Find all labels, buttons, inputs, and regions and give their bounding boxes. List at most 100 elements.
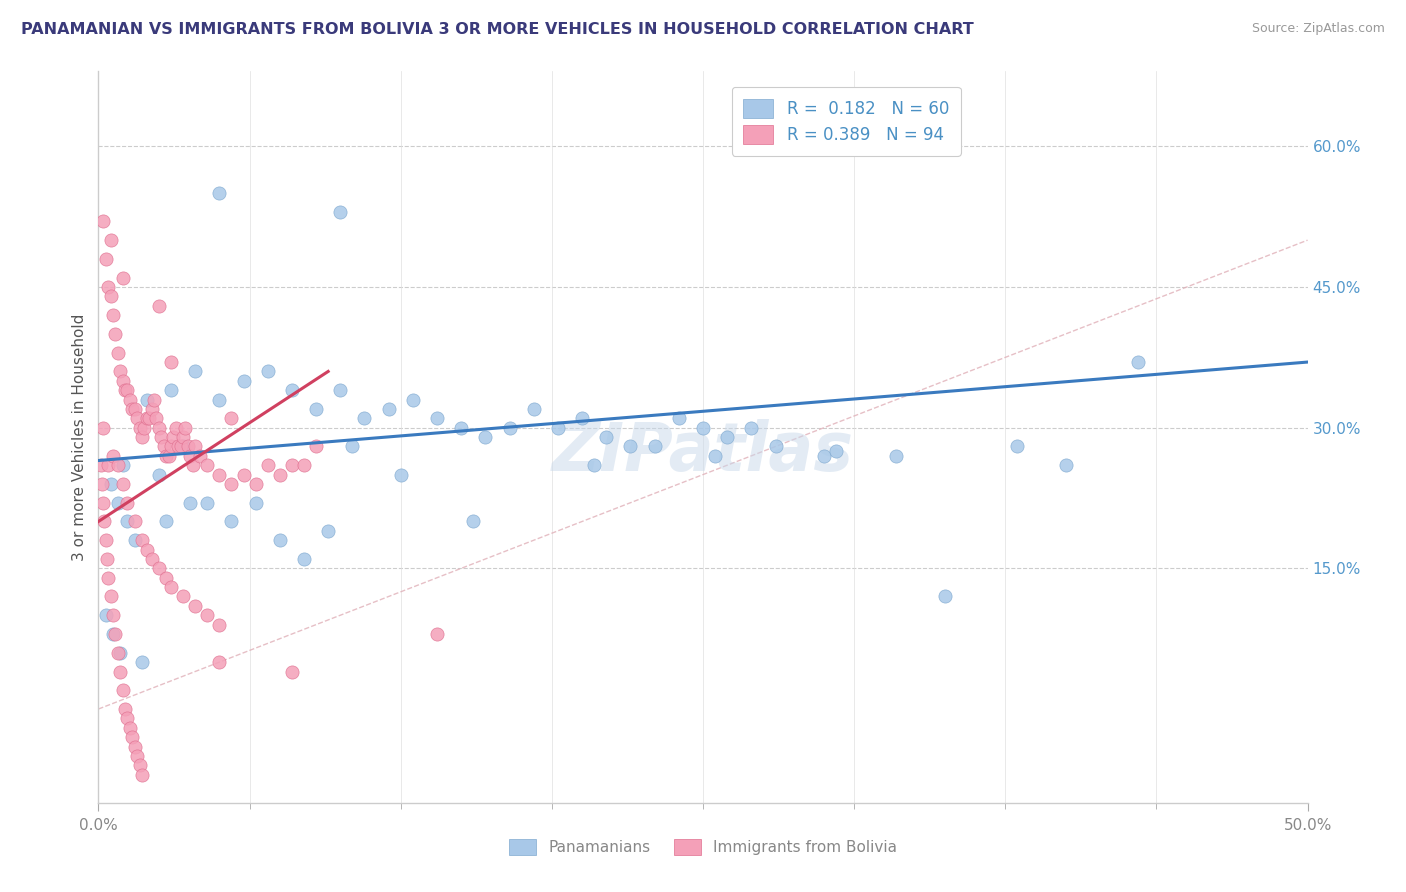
Point: [316, 524, 339, 538]
Point: [138, 411, 160, 425]
Point: [121, 401, 143, 416]
Point: [221, 515, 243, 529]
Point: [644, 440, 666, 454]
Legend: Panamanians, Immigrants from Bolivia: Panamanians, Immigrants from Bolivia: [503, 833, 903, 861]
Point: [208, 655, 231, 669]
Point: [94, 608, 117, 623]
Point: [292, 458, 315, 473]
Point: [131, 767, 153, 781]
Point: [305, 440, 328, 454]
Point: [305, 401, 328, 416]
Point: [668, 411, 690, 425]
Point: [100, 477, 122, 491]
Point: [245, 496, 267, 510]
Point: [474, 430, 496, 444]
Point: [93, 515, 115, 529]
Point: [160, 580, 183, 594]
Text: Source: ZipAtlas.com: Source: ZipAtlas.com: [1251, 22, 1385, 36]
Point: [150, 430, 173, 444]
Point: [124, 401, 146, 416]
Point: [934, 590, 956, 604]
Point: [128, 758, 150, 772]
Point: [104, 326, 127, 341]
Point: [181, 458, 204, 473]
Point: [179, 449, 201, 463]
Point: [498, 420, 520, 434]
Point: [329, 383, 352, 397]
Point: [256, 458, 278, 473]
Point: [426, 411, 449, 425]
Point: [281, 383, 304, 397]
Point: [108, 665, 131, 679]
Point: [117, 383, 139, 397]
Point: [389, 467, 412, 482]
Point: [131, 655, 153, 669]
Point: [97, 571, 120, 585]
Point: [121, 730, 143, 744]
Point: [160, 383, 183, 397]
Point: [174, 420, 197, 434]
Point: [101, 449, 124, 463]
Point: [184, 440, 207, 454]
Point: [281, 458, 304, 473]
Point: [114, 383, 136, 397]
Point: [100, 233, 122, 247]
Point: [281, 665, 304, 679]
Point: [195, 496, 218, 510]
Point: [165, 420, 187, 434]
Point: [135, 392, 157, 407]
Point: [813, 449, 835, 463]
Point: [117, 496, 139, 510]
Point: [583, 458, 606, 473]
Point: [704, 449, 727, 463]
Point: [134, 420, 156, 434]
Point: [131, 533, 153, 548]
Point: [118, 721, 141, 735]
Point: [188, 449, 211, 463]
Point: [402, 392, 425, 407]
Point: [269, 467, 291, 482]
Point: [195, 458, 218, 473]
Point: [107, 646, 129, 660]
Point: [97, 458, 120, 473]
Point: [148, 561, 170, 575]
Point: [91, 496, 114, 510]
Point: [101, 627, 124, 641]
Point: [107, 496, 129, 510]
Point: [131, 430, 153, 444]
Point: [111, 374, 134, 388]
Point: [143, 392, 166, 407]
Point: [101, 308, 124, 322]
Point: [155, 515, 177, 529]
Point: [177, 440, 200, 454]
Point: [221, 477, 243, 491]
Point: [104, 627, 127, 641]
Point: [127, 411, 149, 425]
Point: [619, 440, 641, 454]
Point: [208, 467, 231, 482]
Point: [232, 467, 254, 482]
Point: [145, 411, 167, 425]
Point: [463, 515, 485, 529]
Point: [157, 449, 180, 463]
Point: [256, 364, 278, 378]
Point: [1054, 458, 1077, 473]
Point: [155, 571, 177, 585]
Point: [886, 449, 908, 463]
Point: [184, 599, 207, 613]
Point: [124, 533, 146, 548]
Point: [135, 411, 157, 425]
Point: [172, 440, 194, 454]
Point: [111, 477, 134, 491]
Point: [179, 496, 201, 510]
Point: [114, 702, 136, 716]
Point: [107, 458, 129, 473]
Point: [127, 748, 149, 763]
Point: [292, 552, 315, 566]
Point: [117, 711, 139, 725]
Point: [128, 420, 150, 434]
Point: [825, 444, 848, 458]
Point: [100, 289, 122, 303]
Point: [108, 646, 131, 660]
Point: [426, 627, 449, 641]
